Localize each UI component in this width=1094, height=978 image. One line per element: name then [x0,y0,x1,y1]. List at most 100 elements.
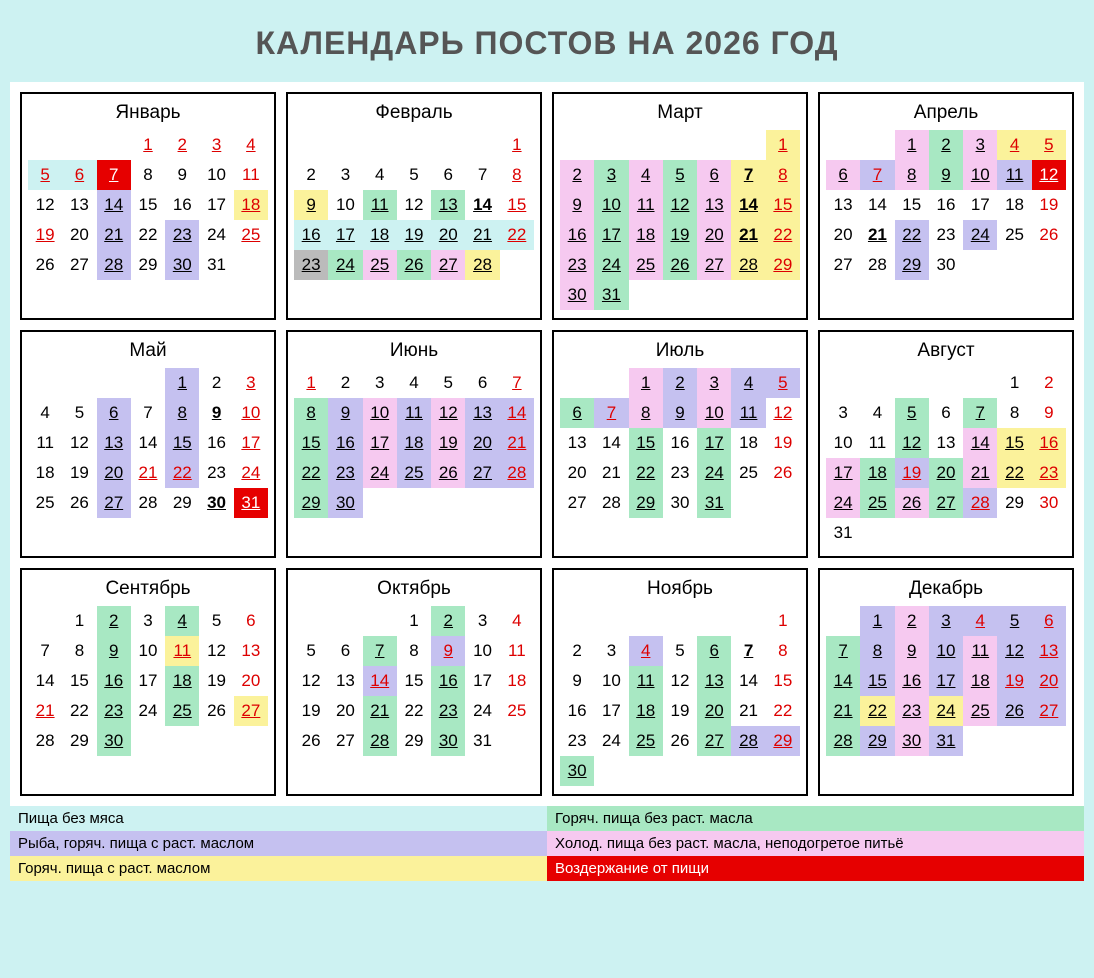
day-cell: 16 [328,428,362,458]
day-cell: 21 [131,458,165,488]
day-cell: 22 [895,220,929,250]
day-cell: 8 [131,160,165,190]
day-cell: 18 [28,458,62,488]
day-cell: 12 [997,636,1031,666]
day-cell: 1 [766,130,800,160]
day-cell: 29 [766,726,800,756]
day-cell: 14 [731,190,765,220]
month-name: Ноябрь [560,578,800,600]
day-cell: 27 [697,250,731,280]
day-cell: 19 [1032,190,1066,220]
day-cell: 4 [500,606,534,636]
day-cell: 15 [860,666,894,696]
day-cell: 8 [860,636,894,666]
day-cell: 20 [328,696,362,726]
day-cell: 8 [997,398,1031,428]
day-cell: 6 [234,606,268,636]
month-name: Февраль [294,102,534,124]
day-cell: 17 [963,190,997,220]
day-cell: 2 [199,368,233,398]
day-cell: 18 [234,190,268,220]
day-cell: 8 [500,160,534,190]
day-cell: 31 [697,488,731,518]
day-cell: 7 [860,160,894,190]
legend-item: Рыба, горяч. пища с раст. маслом [10,831,547,856]
day-cell: 29 [860,726,894,756]
day-cell: 20 [62,220,96,250]
day-cell: 12 [766,398,800,428]
day-cell: 26 [431,458,465,488]
day-cell: 17 [234,428,268,458]
day-cell: 6 [62,160,96,190]
day-cell: 14 [97,190,131,220]
month-name: Май [28,340,268,362]
day-cell: 1 [997,368,1031,398]
day-cell: 14 [963,428,997,458]
day-cell: 3 [963,130,997,160]
day-cell: 1 [165,368,199,398]
day-cell: 16 [929,190,963,220]
day-cell: 10 [963,160,997,190]
day-cell: 6 [1032,606,1066,636]
day-cell: 11 [397,398,431,428]
day-cell: 28 [731,726,765,756]
day-cell: 24 [131,696,165,726]
day-cell: 18 [629,696,663,726]
day-cell: 16 [560,696,594,726]
day-cell: 7 [28,636,62,666]
day-cell: 15 [62,666,96,696]
day-cell: 30 [895,726,929,756]
day-cell: 23 [328,458,362,488]
day-cell: 17 [697,428,731,458]
day-cell: 5 [1032,130,1066,160]
day-cell: 23 [199,458,233,488]
day-cell: 20 [560,458,594,488]
day-cell: 9 [328,398,362,428]
day-cell: 11 [500,636,534,666]
day-cell: 7 [131,398,165,428]
day-cell: 4 [165,606,199,636]
day-cell: 10 [234,398,268,428]
day-cell: 2 [929,130,963,160]
day-cell: 14 [860,190,894,220]
day-cell: 4 [860,398,894,428]
day-cell: 19 [766,428,800,458]
day-cell: 25 [629,726,663,756]
day-cell: 29 [165,488,199,518]
day-cell: 29 [294,488,328,518]
day-cell: 15 [997,428,1031,458]
legend-item: Пища без мяса [10,806,547,831]
day-cell: 14 [465,190,499,220]
day-cell: 28 [963,488,997,518]
day-cell: 31 [199,250,233,280]
day-cell: 6 [929,398,963,428]
day-cell: 7 [731,636,765,666]
day-cell: 16 [663,428,697,458]
month-name: Сентябрь [28,578,268,600]
day-cell: 10 [826,428,860,458]
day-cell: 28 [465,250,499,280]
month: Март123456789101112131415161718192021222… [552,92,808,320]
day-cell: 11 [963,636,997,666]
day-cell: 15 [294,428,328,458]
day-cell: 27 [97,488,131,518]
month: Сентябрь12345678910111213141516171819202… [20,568,276,796]
day-cell: 30 [929,250,963,280]
month: Июнь123456789101112131415161718192021222… [286,330,542,558]
day-cell: 23 [165,220,199,250]
day-cell: 29 [62,726,96,756]
day-cell: 27 [62,250,96,280]
day-cell: 19 [397,220,431,250]
day-cell: 28 [594,488,628,518]
day-cell: 14 [131,428,165,458]
day-cell: 31 [234,488,268,518]
day-cell: 18 [963,666,997,696]
day-cell: 13 [826,190,860,220]
day-cell: 6 [97,398,131,428]
day-cell: 1 [895,130,929,160]
day-cell: 6 [560,398,594,428]
day-cell: 28 [731,250,765,280]
legend-item: Холод. пища без раст. масла, неподогрето… [547,831,1084,856]
day-cell: 21 [731,220,765,250]
day-cell: 1 [397,606,431,636]
